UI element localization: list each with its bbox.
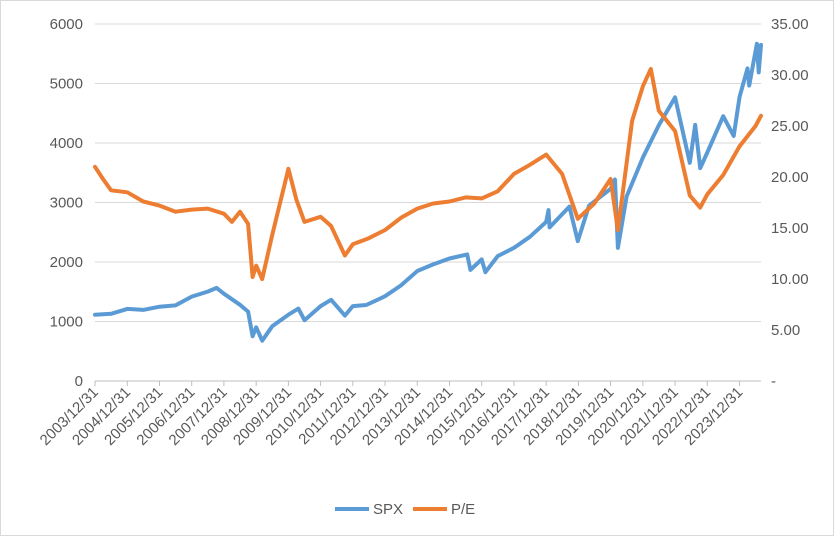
axes	[94, 380, 761, 386]
y-left-tick-label: 3000	[50, 195, 83, 212]
series-lines	[93, 41, 763, 343]
y-axis-right-ticks: - 5.00 10.00 15.00 20.00 25.00 30.00 35.00	[771, 16, 809, 390]
series-line-pe	[93, 66, 763, 281]
y-right-tick-label: 10.00	[771, 271, 809, 288]
y-left-tick-label: 5000	[50, 76, 83, 93]
y-left-tick-label: 0	[75, 373, 83, 390]
x-axis-ticks: 2003/12/312004/12/312005/12/312006/12/31…	[37, 384, 747, 449]
y-right-tick-label: 20.00	[771, 169, 809, 186]
y-right-tick-label: 25.00	[771, 118, 809, 135]
legend-label: SPX	[373, 501, 403, 518]
series-line-spx	[93, 41, 763, 343]
y-left-tick-label: 4000	[50, 135, 83, 152]
y-right-tick-label: -	[771, 373, 776, 390]
y-right-tick-label: 35.00	[771, 16, 809, 33]
y-right-tick-label: 15.00	[771, 220, 809, 237]
y-right-tick-label: 30.00	[771, 67, 809, 84]
y-left-tick-label: 6000	[50, 16, 83, 33]
y-axis-left-ticks: 0 1000 2000 3000 4000 5000 6000	[50, 16, 83, 390]
y-right-tick-label: 5.00	[771, 322, 800, 339]
grid-lines	[95, 23, 761, 322]
y-left-tick-label: 2000	[50, 254, 83, 271]
y-left-tick-label: 1000	[50, 314, 83, 331]
legend-label: P/E	[451, 501, 475, 518]
legend: SPX P/E	[335, 501, 475, 518]
